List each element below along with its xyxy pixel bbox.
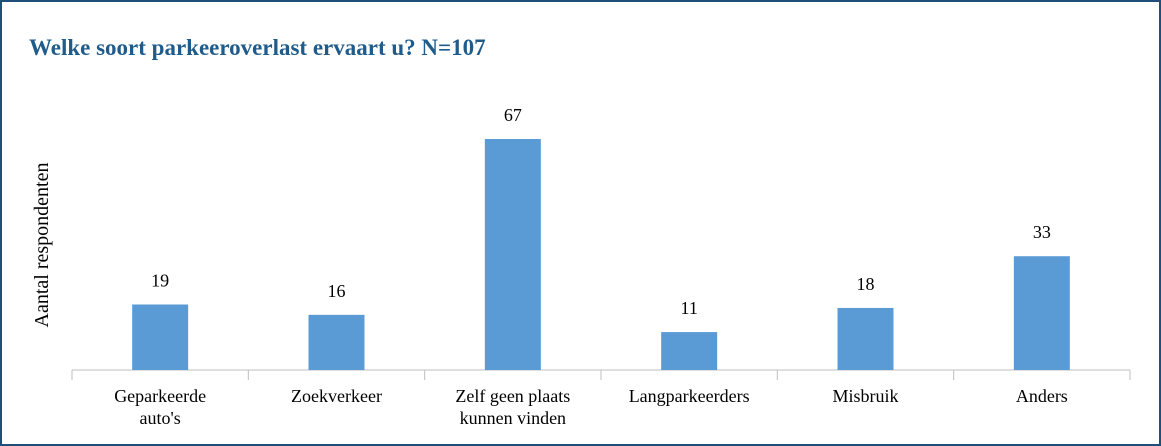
data-label: 67 <box>504 105 522 125</box>
x-tick-label: Langparkeerders <box>629 386 750 406</box>
x-tick-label: Anders <box>1016 386 1068 406</box>
x-tick-label: Zoekverkeer <box>291 386 382 406</box>
data-label: 33 <box>1033 222 1051 242</box>
data-label: 16 <box>328 281 346 301</box>
bar <box>837 307 894 370</box>
bar <box>308 314 365 370</box>
bar <box>484 139 541 370</box>
x-tick-label: Misbruik <box>832 386 898 406</box>
x-tick-label: Zelf geen plaats kunnen vinden <box>455 386 570 428</box>
bar <box>1013 256 1070 370</box>
data-label: 18 <box>857 274 875 294</box>
bar <box>132 304 189 370</box>
x-tick-label: Geparkeerde auto's <box>114 386 206 428</box>
data-label: 19 <box>151 270 169 290</box>
data-label: 11 <box>680 298 697 318</box>
y-axis-label: Aantal respondenten <box>31 163 53 328</box>
bar <box>661 332 718 370</box>
chart-title: Welke soort parkeeroverlast ervaart u? N… <box>29 35 486 60</box>
